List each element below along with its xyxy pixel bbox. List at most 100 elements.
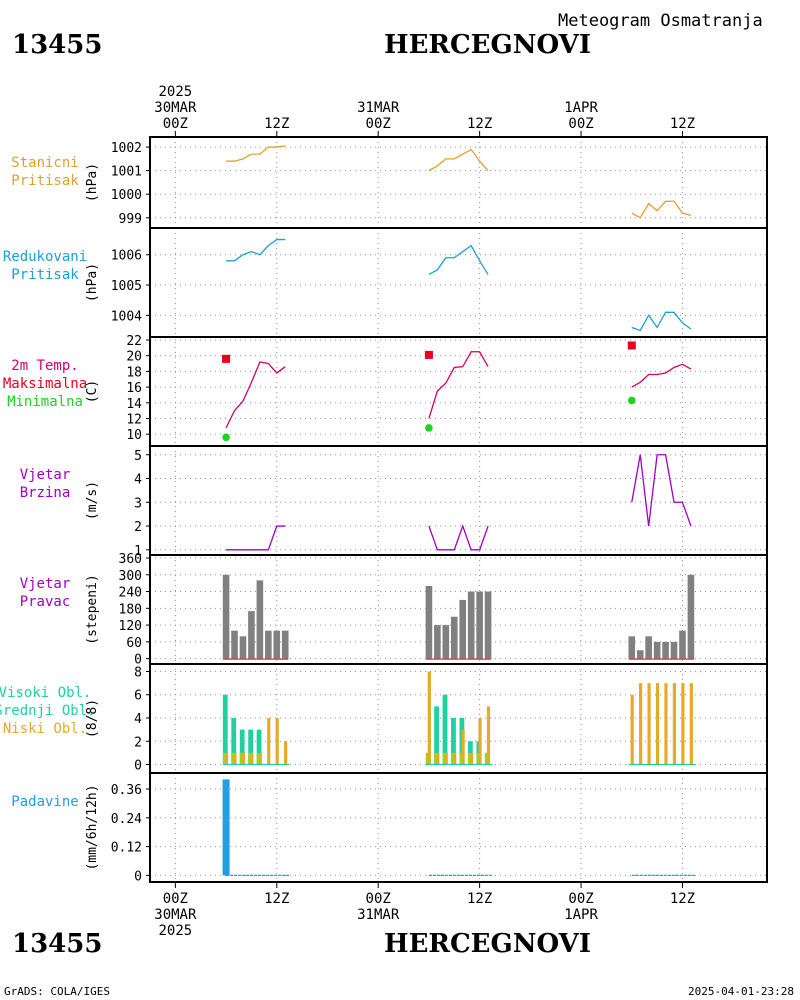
station-id: 13455: [12, 30, 103, 60]
y-tick-label: 5: [134, 449, 142, 464]
time-label-bottom: 30MAR: [154, 907, 197, 923]
low-cloud-bar: [258, 752, 262, 765]
time-label-bottom: 31MAR: [357, 907, 400, 923]
low-cloud-bar: [427, 671, 431, 765]
low-cloud-bar: [453, 752, 457, 765]
wind-direction-bar: [645, 636, 652, 659]
mid-cloud-bar: [434, 752, 437, 765]
y-tick-label: 8: [134, 665, 142, 680]
y-axis-label: (stepeni): [85, 574, 100, 644]
panel-label: Vjetar: [20, 467, 71, 483]
y-tick-label: 60: [126, 636, 142, 651]
y-axis-label: (hPa): [85, 263, 100, 302]
tmin-marker: [222, 433, 230, 442]
high-cloud-bar: [248, 729, 254, 765]
wind-direction-bar: [636, 650, 644, 659]
time-label-top: 1APR: [564, 100, 598, 116]
low-cloud-bar: [681, 683, 685, 765]
series-line: [631, 200, 692, 219]
panel-label: Redukovani: [3, 249, 87, 265]
wind-direction-bar: [628, 636, 636, 659]
mid-cloud-bar: [451, 752, 454, 765]
y-tick-label: 1000: [111, 188, 142, 203]
wind-direction-bar: [450, 616, 458, 659]
chart-subtitle: Meteogram Osmatranja: [558, 11, 763, 31]
high-cloud-bar: [467, 741, 473, 765]
time-label-bottom: 00Z: [366, 891, 391, 907]
high-cloud-bar: [442, 694, 448, 765]
credit-text: GrADS: COLA/IGES: [4, 985, 110, 998]
low-cloud-bar: [233, 752, 237, 765]
low-cloud-bar: [444, 752, 448, 765]
panel-label: 2m Temp.: [11, 358, 78, 374]
panel-label: Niski Obl.: [3, 721, 87, 737]
high-cloud-bar: [451, 718, 456, 765]
y-tick-label: 22: [126, 334, 142, 349]
y-tick-label: 18: [126, 365, 142, 380]
wind-direction-bar: [231, 630, 238, 659]
y-axis-label: (mm/6h/12h): [85, 784, 100, 870]
low-cloud-bar: [486, 706, 491, 765]
time-label-top: 12Z: [670, 116, 695, 132]
y-tick-label: 0: [134, 653, 142, 668]
y-tick-label: 1006: [111, 249, 142, 264]
panel-label: Pravac: [20, 594, 71, 610]
tmin-marker: [425, 424, 433, 432]
panel-frame: [149, 227, 768, 338]
mid-cloud-bar: [425, 752, 429, 765]
panel-label: Pritisak: [11, 173, 79, 189]
wind-direction-bar: [653, 641, 661, 659]
wind-direction-bar: [670, 641, 678, 659]
wind-direction-bar: [442, 625, 450, 659]
y-tick-label: 12: [126, 412, 142, 427]
mid-cloud-bar: [442, 752, 446, 765]
wind-direction-bar: [484, 591, 492, 659]
mid-cloud-bar: [256, 752, 260, 765]
y-tick-label: 0: [134, 759, 142, 774]
mid-cloud-bar: [459, 752, 462, 765]
y-tick-label: 0.12: [111, 841, 142, 856]
time-label-top: 00Z: [366, 116, 391, 132]
high-cloud-bar: [222, 694, 228, 765]
high-cloud-bar: [256, 729, 262, 765]
y-tick-label: 20: [126, 350, 142, 365]
panel-label: Visoki Obl.: [0, 685, 91, 701]
y-tick-label: 360: [119, 552, 142, 567]
low-cloud-bar: [267, 718, 271, 765]
low-cloud-bar: [672, 683, 677, 765]
mid-cloud-bar: [222, 752, 226, 765]
series-line: [428, 524, 489, 551]
series-line: [226, 145, 286, 162]
mid-cloud-bar: [231, 752, 234, 765]
tmax-marker: [424, 350, 433, 359]
high-cloud-bar: [239, 729, 245, 765]
low-cloud-bar: [655, 683, 660, 765]
panel-frame: [149, 772, 768, 883]
low-cloud-bar: [241, 752, 245, 765]
time-label-bottom: 2025: [158, 923, 192, 939]
y-tick-label: 180: [119, 602, 142, 617]
y-tick-label: 2: [134, 520, 142, 535]
wind-direction-bar: [265, 630, 272, 659]
y-tick-label: 6: [134, 689, 142, 704]
wind-direction-bar: [239, 636, 247, 659]
wind-direction-bar: [434, 625, 441, 659]
low-cloud-bar: [469, 752, 474, 765]
low-cloud-bar: [639, 683, 643, 765]
panel-label: Vjetar: [20, 576, 71, 592]
y-tick-label: 3: [134, 496, 142, 511]
panel-frame: [149, 136, 768, 229]
wind-direction-bar: [459, 599, 467, 659]
y-axis-label: (C): [85, 380, 100, 403]
precip-bar: [222, 779, 230, 876]
y-tick-label: 0.24: [111, 812, 142, 827]
low-cloud-bar: [436, 752, 440, 765]
time-label-top: 30MAR: [154, 100, 197, 116]
panel-label: Minimalna: [7, 394, 83, 410]
panel-label: Srednji Obl.: [0, 703, 96, 719]
time-label-bottom: 12Z: [467, 891, 492, 907]
panel-label: Padavine: [11, 794, 78, 810]
panel-label: Maksimalna: [3, 376, 87, 392]
low-cloud-bar: [664, 683, 668, 765]
